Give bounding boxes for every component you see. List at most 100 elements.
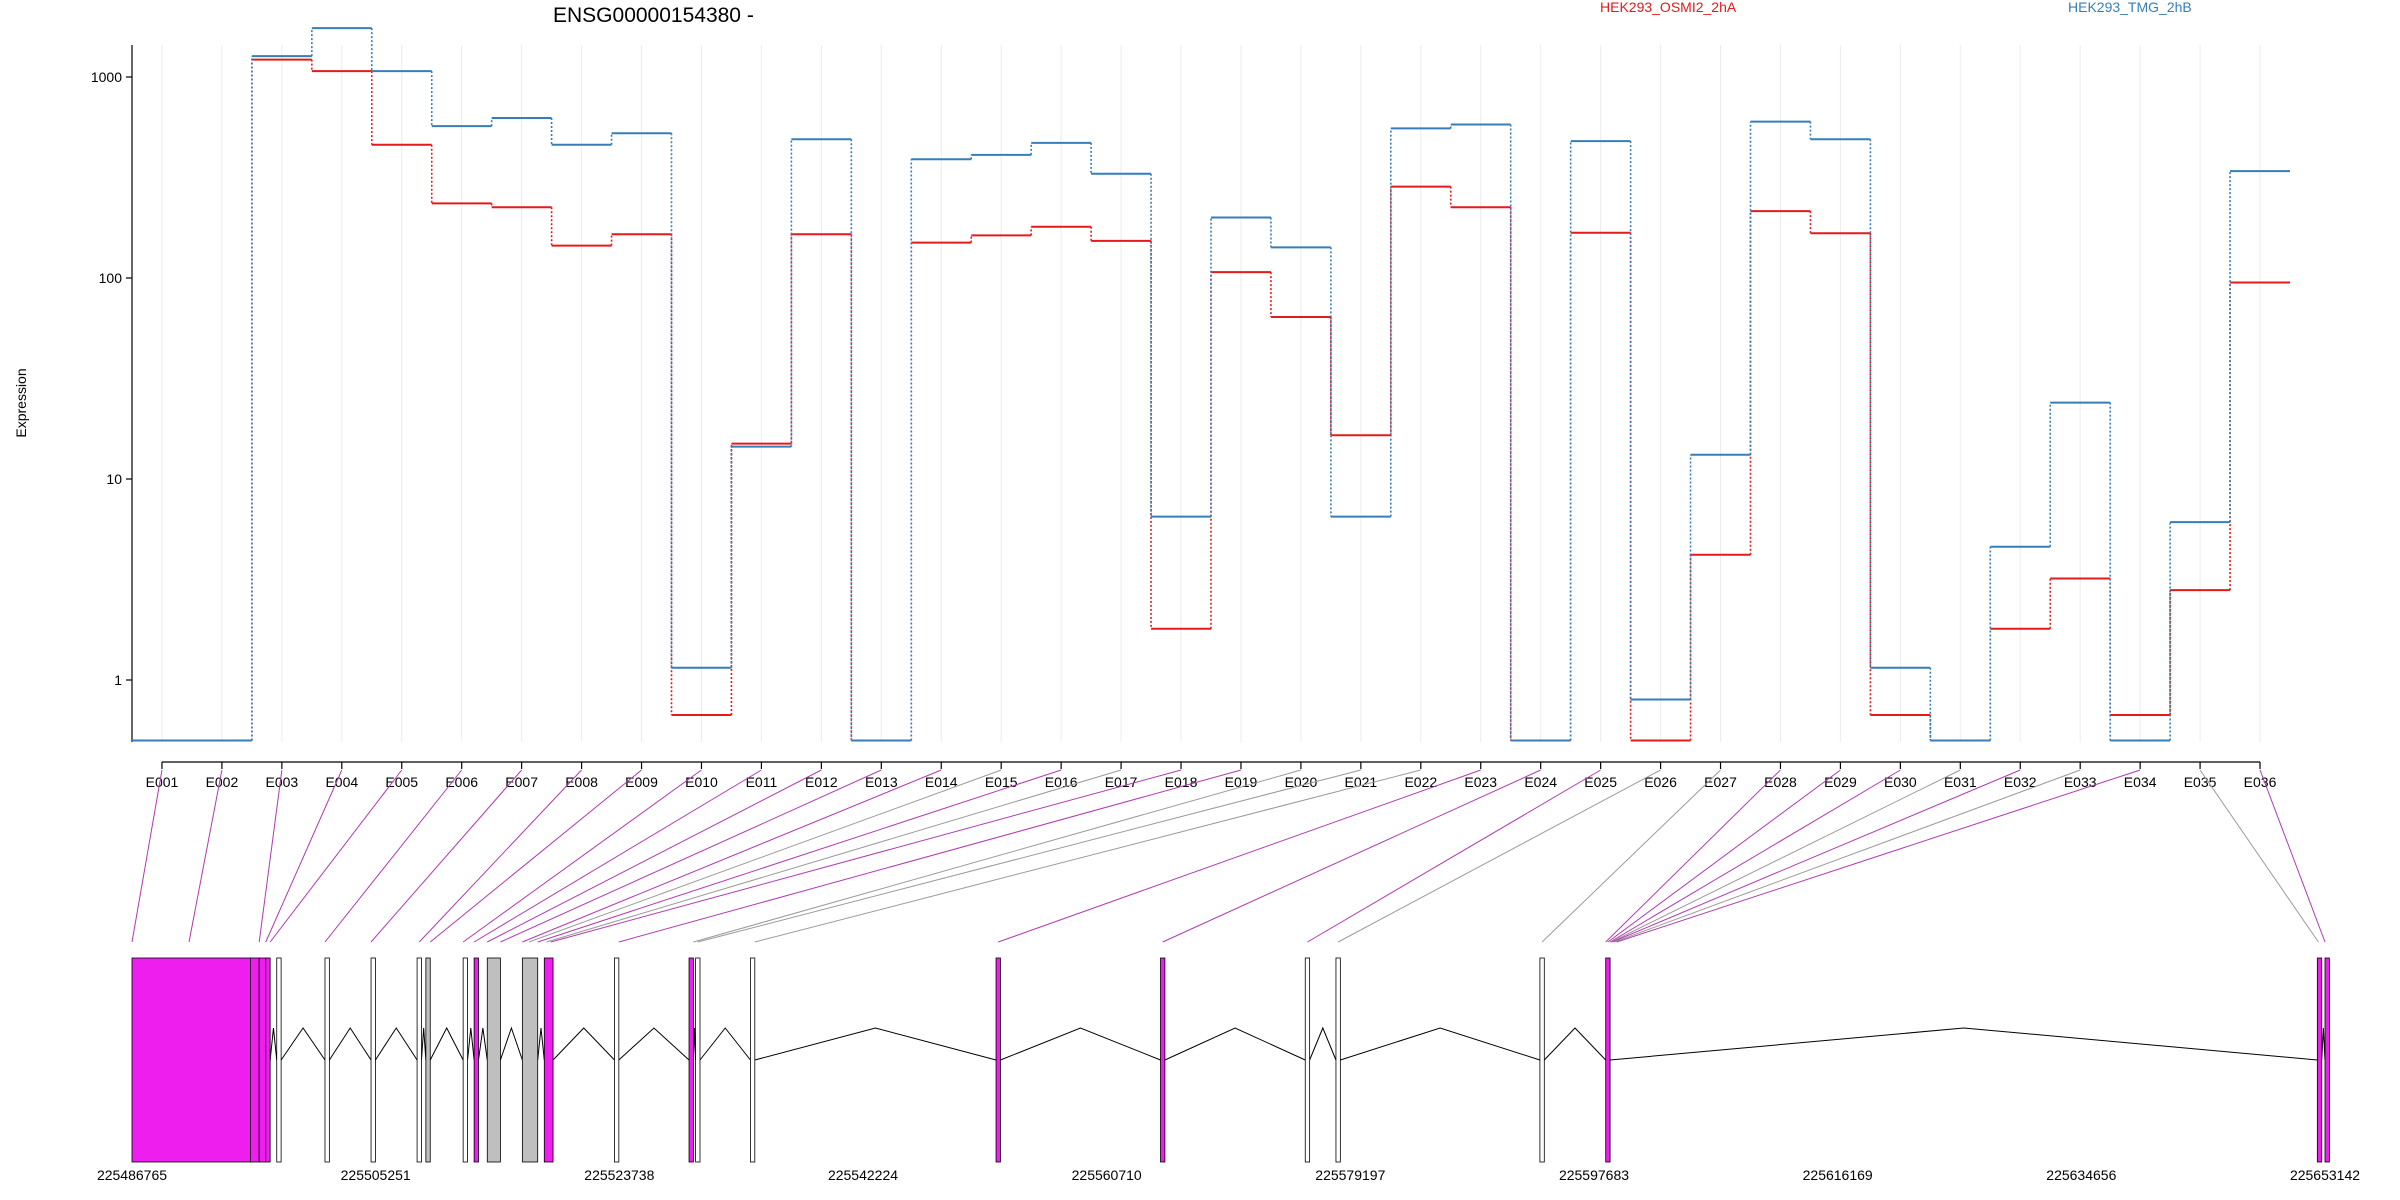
- coordinate-label: 225597683: [1559, 1167, 1629, 1183]
- x-tick-label: E025: [1584, 774, 1617, 790]
- x-tick-label: E013: [865, 774, 898, 790]
- x-tick-label: E019: [1225, 774, 1258, 790]
- x-tick-label: E031: [1944, 774, 1977, 790]
- exon-block: [416, 957, 422, 1163]
- exon-block: [1335, 957, 1341, 1163]
- exon-connector: [188, 769, 223, 943]
- x-tick-label: E030: [1884, 774, 1917, 790]
- x-axis: E001 E002 E003 E004 E005 E006 E007 E008 E009 E010…: [146, 761, 2277, 790]
- x-tick-label: E005: [385, 774, 418, 790]
- exon-block: [614, 957, 620, 1163]
- intron: [1309, 1026, 1337, 1061]
- exon-connector: [528, 769, 1002, 943]
- coordinate-label: 225542224: [828, 1167, 898, 1183]
- exon-connector: [1610, 769, 1961, 943]
- legend-series-2: HEK293_TMG_2hB: [2068, 0, 2192, 15]
- intron: [1543, 1027, 1607, 1061]
- exon-connector: [2259, 769, 2326, 943]
- intron: [618, 1027, 690, 1061]
- exon-connector: [1307, 769, 1601, 943]
- exon-connector: [269, 769, 403, 943]
- intron: [328, 1027, 372, 1061]
- y-tick-label: 1: [114, 672, 122, 688]
- x-tick-label: E020: [1285, 774, 1318, 790]
- exon-block: [521, 957, 539, 1163]
- x-tick-label: E035: [2184, 774, 2217, 790]
- x-tick-label: E006: [445, 774, 478, 790]
- exon-connector: [1616, 769, 2141, 943]
- x-tick-label: E003: [266, 774, 299, 790]
- exon-connector: [487, 769, 822, 943]
- exon-connector: [2199, 769, 2319, 943]
- exon-block: [995, 957, 1001, 1163]
- exon-block: [1160, 957, 1166, 1163]
- exon-block: [543, 957, 554, 1163]
- exon-connector: [462, 769, 702, 943]
- vertical-gridlines: [161, 45, 2261, 742]
- exon-connector: [265, 769, 343, 943]
- intron: [1610, 1027, 2318, 1061]
- exon-connector: [473, 769, 762, 943]
- series-lines: [132, 27, 2290, 742]
- exon-block: [1605, 957, 1611, 1163]
- exon-block: [695, 957, 701, 1163]
- x-tick-label: E014: [925, 774, 958, 790]
- exon-connector: [429, 769, 642, 943]
- x-tick-label: E036: [2244, 774, 2277, 790]
- intron: [754, 1027, 997, 1061]
- exon-block: [131, 957, 251, 1163]
- exon-connector: [1607, 769, 1841, 943]
- exon-block: [258, 957, 267, 1163]
- x-tick-label: E017: [1105, 774, 1138, 790]
- x-tick-label: E028: [1764, 774, 1797, 790]
- exon-connector: [131, 769, 163, 943]
- x-tick-label: E004: [325, 774, 358, 790]
- intron: [467, 1027, 475, 1061]
- exon-connector: [370, 769, 523, 943]
- x-tick-label: E011: [746, 774, 778, 790]
- exon-connector: [618, 769, 1242, 943]
- intron: [537, 1027, 545, 1061]
- exon-block: [486, 957, 501, 1163]
- coordinate-label: 225486765: [97, 1167, 167, 1183]
- exon-connector: [522, 769, 942, 943]
- x-tick-label: E021: [1345, 774, 1378, 790]
- intron: [429, 1026, 464, 1061]
- intron: [2321, 1027, 2326, 1061]
- exon-connector: [1605, 769, 1781, 943]
- exon-connector: [998, 769, 1481, 943]
- intron: [420, 1027, 427, 1061]
- exon-connector-lines: [131, 769, 2326, 943]
- exon-connector: [418, 769, 582, 943]
- exon-block: [1539, 957, 1545, 1163]
- exon-connector: [693, 769, 1302, 943]
- intron: [280, 1027, 326, 1061]
- exon-block: [473, 957, 479, 1163]
- exon-connector: [754, 769, 1421, 943]
- y-axis: 1 10 100 1000: [91, 45, 133, 742]
- x-tick-label: E022: [1404, 774, 1437, 790]
- exon-block: [1304, 957, 1311, 1163]
- exon-block: [265, 957, 271, 1163]
- gene-model: [131, 957, 2330, 1163]
- x-tick-label: E001: [146, 774, 179, 790]
- intron: [1340, 1027, 1541, 1061]
- x-tick-label: E027: [1704, 774, 1737, 790]
- legend-series-1: HEK293_OSMI2_2hA: [1600, 0, 1737, 15]
- intron: [375, 1027, 418, 1061]
- intron: [477, 1027, 488, 1061]
- exon-block: [276, 957, 282, 1163]
- intron: [499, 1026, 523, 1061]
- x-tick-label: E016: [1045, 774, 1078, 790]
- x-tick-label: E033: [2064, 774, 2097, 790]
- exon-connector: [550, 769, 1182, 943]
- x-tick-label: E002: [206, 774, 239, 790]
- series-2: [132, 27, 2290, 742]
- x-tick-label: E007: [505, 774, 538, 790]
- x-tick-label: E009: [625, 774, 658, 790]
- exon-connector: [1612, 769, 2021, 943]
- coordinate-label: 225523738: [584, 1167, 654, 1183]
- exon-connector: [1609, 769, 1901, 943]
- coordinate-label: 225634656: [2046, 1167, 2116, 1183]
